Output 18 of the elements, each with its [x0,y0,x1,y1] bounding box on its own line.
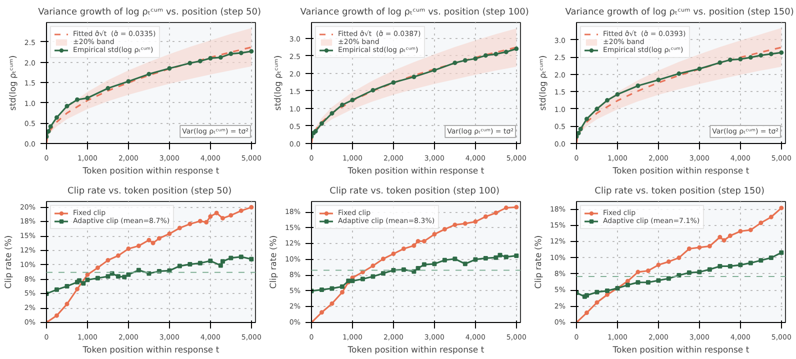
chart-title: Clip rate vs. token position (step 150) [594,186,764,196]
chart-title: Variance growth of log ρₜᶜᵘᵐ vs. position (step 150) [565,8,794,18]
y-axis-title: std(log ρₜᶜᵘᵐ) [8,55,18,111]
chart-title: Clip rate vs. token position (step 100) [330,186,500,196]
x-axis-title: Token position within response t [82,346,220,356]
chart-title: Clip rate vs. token position (step 50) [68,186,232,196]
chart-title: Variance growth of log ρₜᶜᵘᵐ vs. position (step 100) [300,8,529,18]
y-axis-title: Clip rate (%) [268,235,279,289]
y-axis-title: std(log ρₜᶜᵘᵐ) [273,55,284,111]
y-axis-title: Clip rate (%) [534,235,544,289]
x-axis-title: Token position within response t [346,166,485,176]
chart-title: Variance growth of log ρₜᶜᵘᵐ vs. position (step 50) [38,8,262,18]
y-axis-title: std(log ρₜᶜᵘᵐ) [538,55,548,111]
x-axis-title: Token position within response t [82,166,220,176]
x-axis-title: Token position within response t [612,166,750,176]
y-axis-title: Clip rate (%) [4,235,14,289]
x-axis-title: Token position within response t [346,346,485,356]
x-axis-title: Token position within response t [612,346,750,356]
